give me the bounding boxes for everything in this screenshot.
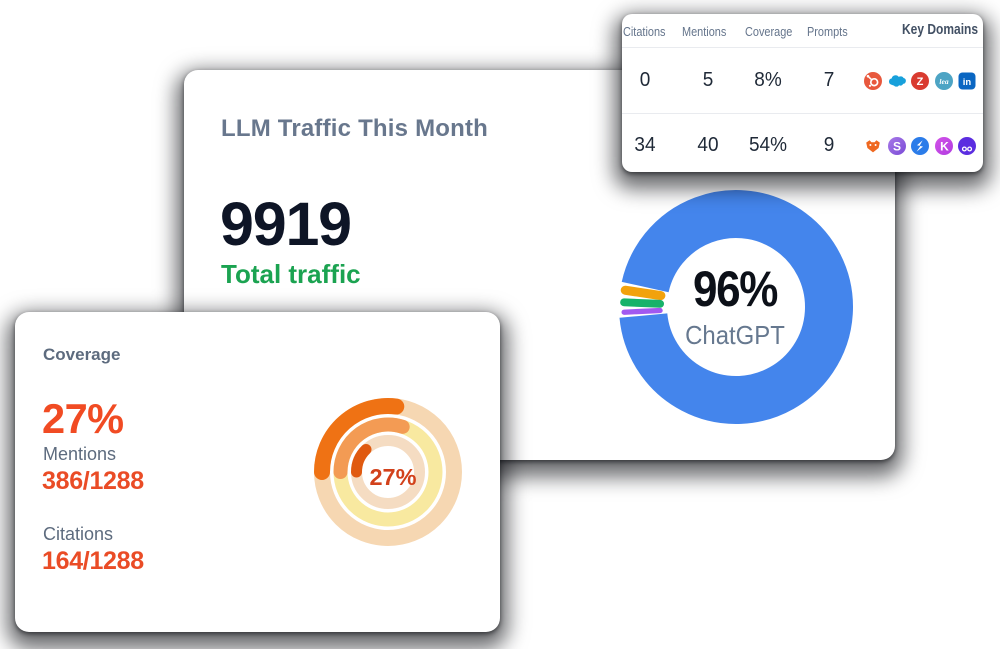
s-purple-icon: S — [887, 137, 906, 155]
mentions-label: Mentions — [43, 444, 117, 464]
leadfeeder-icon: lea — [934, 72, 953, 90]
citations-label: Citations — [43, 524, 114, 544]
s-blue-icon — [911, 137, 929, 155]
table-cell: 7 — [823, 69, 835, 91]
svg-text:in: in — [963, 77, 972, 88]
donut-arc-chatgpt — [619, 190, 853, 424]
gauge-center-value: 27% — [369, 464, 417, 490]
donut-minor-segment — [620, 285, 666, 301]
owl-purple-icon — [958, 137, 976, 155]
salesforce-icon — [887, 72, 906, 90]
table-cell: 54% — [748, 134, 788, 156]
svg-text:lea: lea — [939, 77, 948, 86]
traffic-total-label: Total traffic — [221, 259, 361, 289]
donut-minor-segment — [621, 307, 663, 315]
column-header-prompts: Prompts — [807, 24, 848, 39]
column-header-citations: Citations — [623, 24, 666, 39]
coverage-percent: 27% — [42, 395, 124, 442]
column-header-key-domains: Key Domains — [901, 21, 978, 38]
table-cell: 34 — [634, 134, 656, 156]
donut-center-label: ChatGPT — [685, 320, 785, 350]
gauge-arc-coverage — [314, 398, 405, 480]
zendesk-icon: Z — [911, 72, 929, 90]
traffic-donut-chart — [619, 190, 853, 424]
k-magenta-icon: K — [934, 137, 953, 155]
table-cell: 5 — [702, 69, 714, 91]
table-row: 0 — [639, 69, 651, 91]
svg-text:K: K — [940, 139, 949, 153]
table-divider — [622, 113, 983, 114]
traffic-total-value: 9919 — [220, 190, 352, 258]
table-cell: 40 — [697, 134, 719, 156]
traffic-card-title: LLM Traffic This Month — [221, 115, 489, 142]
table-divider — [622, 47, 983, 48]
svg-text:Z: Z — [917, 76, 924, 88]
donut-minor-segment — [620, 298, 665, 308]
table-cell: 8% — [754, 69, 782, 91]
svg-text:S: S — [892, 139, 900, 153]
key-domains-table-card: Citations Mentions Coverage Prompts Key … — [622, 14, 983, 172]
fox-orange-icon — [864, 137, 882, 155]
hubspot-icon — [864, 72, 882, 90]
column-header-coverage: Coverage — [745, 24, 793, 39]
coverage-card-title: Coverage — [43, 345, 121, 364]
linkedin-icon: in — [958, 72, 976, 90]
gauge-arc-citations — [351, 443, 372, 478]
donut-center-value: 96% — [692, 261, 778, 317]
column-header-mentions: Mentions — [682, 24, 727, 39]
table-cell: 9 — [823, 134, 835, 156]
gauge-arc-mentions — [333, 417, 410, 479]
citations-value: 164/1288 — [42, 547, 144, 575]
coverage-gauge-chart — [314, 398, 462, 546]
coverage-card: Coverage 27% Mentions 386/1288 Citations… — [15, 312, 500, 632]
mentions-value: 386/1288 — [42, 467, 144, 495]
